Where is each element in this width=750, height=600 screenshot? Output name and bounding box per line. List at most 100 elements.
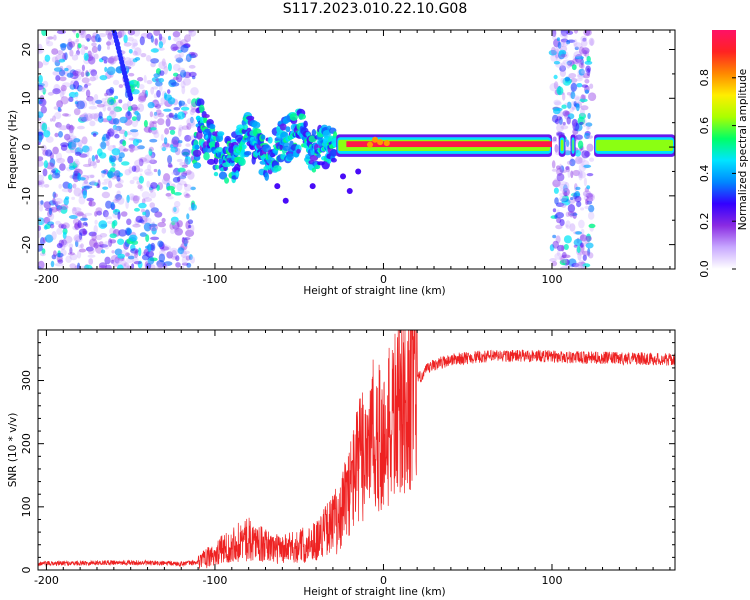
- noise-blob: [53, 193, 58, 198]
- noise-blob: [552, 234, 557, 239]
- noise-blob: [139, 232, 147, 237]
- noise-blob: [66, 72, 74, 78]
- noise-blob: [570, 170, 574, 179]
- snr-y-axis-label: SNR (10 * v/v): [7, 413, 19, 488]
- snr-y-tick-label: 300: [20, 370, 33, 391]
- noise-blob: [165, 118, 171, 127]
- signal-blob: [314, 164, 321, 170]
- noise-blob: [117, 31, 123, 39]
- noise-blob: [96, 183, 100, 189]
- noise-blob: [555, 224, 563, 230]
- noise-blob: [171, 136, 180, 145]
- noise-blob: [190, 116, 194, 124]
- noise-blob: [579, 107, 585, 117]
- noise-blob: [59, 43, 67, 48]
- noise-blob: [112, 118, 120, 125]
- noise-blob: [176, 158, 183, 163]
- noise-blob: [38, 181, 43, 186]
- noise-blob: [562, 187, 570, 197]
- noise-blob: [56, 157, 65, 164]
- noise-blob: [78, 144, 83, 151]
- noise-blob: [114, 183, 124, 189]
- noise-blob: [170, 189, 176, 195]
- noise-blob: [56, 243, 63, 249]
- noise-blob: [168, 126, 176, 131]
- noise-blob: [93, 94, 99, 101]
- noise-blob: [41, 144, 47, 152]
- noise-blob: [68, 243, 74, 249]
- noise-blob: [85, 246, 94, 252]
- noise-blob: [80, 30, 87, 38]
- noise-blob: [552, 30, 557, 38]
- noise-blob: [134, 47, 142, 56]
- noise-blob: [183, 158, 189, 166]
- noise-blob: [150, 35, 154, 43]
- noise-blob: [582, 254, 587, 261]
- noise-blob: [124, 57, 132, 66]
- noise-blob: [583, 177, 588, 187]
- noise-blob: [52, 70, 60, 76]
- noise-blob: [92, 133, 97, 137]
- noise-blob: [554, 214, 558, 220]
- signal-blob: [192, 149, 202, 157]
- noise-blob: [565, 211, 570, 217]
- noise-blob: [588, 92, 597, 101]
- noise-blob: [77, 250, 82, 259]
- noise-blob: [556, 107, 563, 112]
- noise-blob: [107, 106, 111, 111]
- noise-blob: [68, 252, 75, 256]
- noise-blob: [72, 207, 82, 212]
- noise-blob: [73, 234, 82, 243]
- noise-blob: [38, 244, 43, 252]
- noise-blob: [184, 34, 191, 43]
- noise-blob: [52, 115, 56, 122]
- noise-blob: [178, 100, 186, 106]
- noise-blob: [560, 39, 565, 48]
- noise-blob: [155, 81, 163, 87]
- noise-blob: [128, 193, 135, 201]
- signal-blob: [282, 197, 289, 204]
- noise-blob: [60, 144, 68, 151]
- noise-blob: [73, 187, 82, 197]
- signal-blob: [199, 104, 205, 114]
- noise-blob: [574, 46, 579, 51]
- noise-blob: [124, 60, 134, 66]
- noise-blob: [586, 253, 591, 257]
- noise-blob: [124, 169, 131, 176]
- noise-blob: [157, 169, 161, 177]
- noise-blob: [581, 63, 585, 69]
- noise-blob: [559, 163, 563, 173]
- noise-blob: [173, 206, 177, 213]
- noise-blob: [119, 30, 127, 36]
- noise-blob: [77, 262, 81, 269]
- noise-blob: [101, 170, 107, 174]
- noise-blob: [80, 47, 86, 56]
- carrier-tail-inner: [596, 139, 673, 151]
- noise-blob: [185, 193, 190, 197]
- noise-blob: [586, 200, 593, 205]
- noise-blob: [553, 187, 559, 194]
- signal-blob: [285, 126, 291, 133]
- noise-blob: [101, 181, 108, 185]
- noise-blob: [71, 206, 77, 215]
- noise-blob: [188, 30, 197, 37]
- noise-blob: [170, 144, 174, 149]
- noise-blob: [114, 256, 120, 264]
- noise-blob: [40, 105, 47, 114]
- noise-blob: [573, 95, 581, 100]
- noise-blob: [134, 57, 141, 61]
- noise-blob: [51, 172, 61, 179]
- noise-blob: [88, 145, 93, 152]
- noise-blob: [118, 145, 127, 152]
- noise-blob: [143, 120, 148, 128]
- noise-blob: [48, 174, 53, 181]
- noise-blob: [85, 89, 91, 98]
- noise-blob: [151, 154, 155, 163]
- noise-blob: [588, 197, 592, 203]
- noise-blob: [88, 56, 96, 65]
- noise-blob: [58, 183, 62, 189]
- noise-blob: [123, 34, 128, 44]
- noise-blob: [76, 100, 85, 110]
- noise-blob: [67, 182, 73, 190]
- noise-blob: [577, 169, 583, 177]
